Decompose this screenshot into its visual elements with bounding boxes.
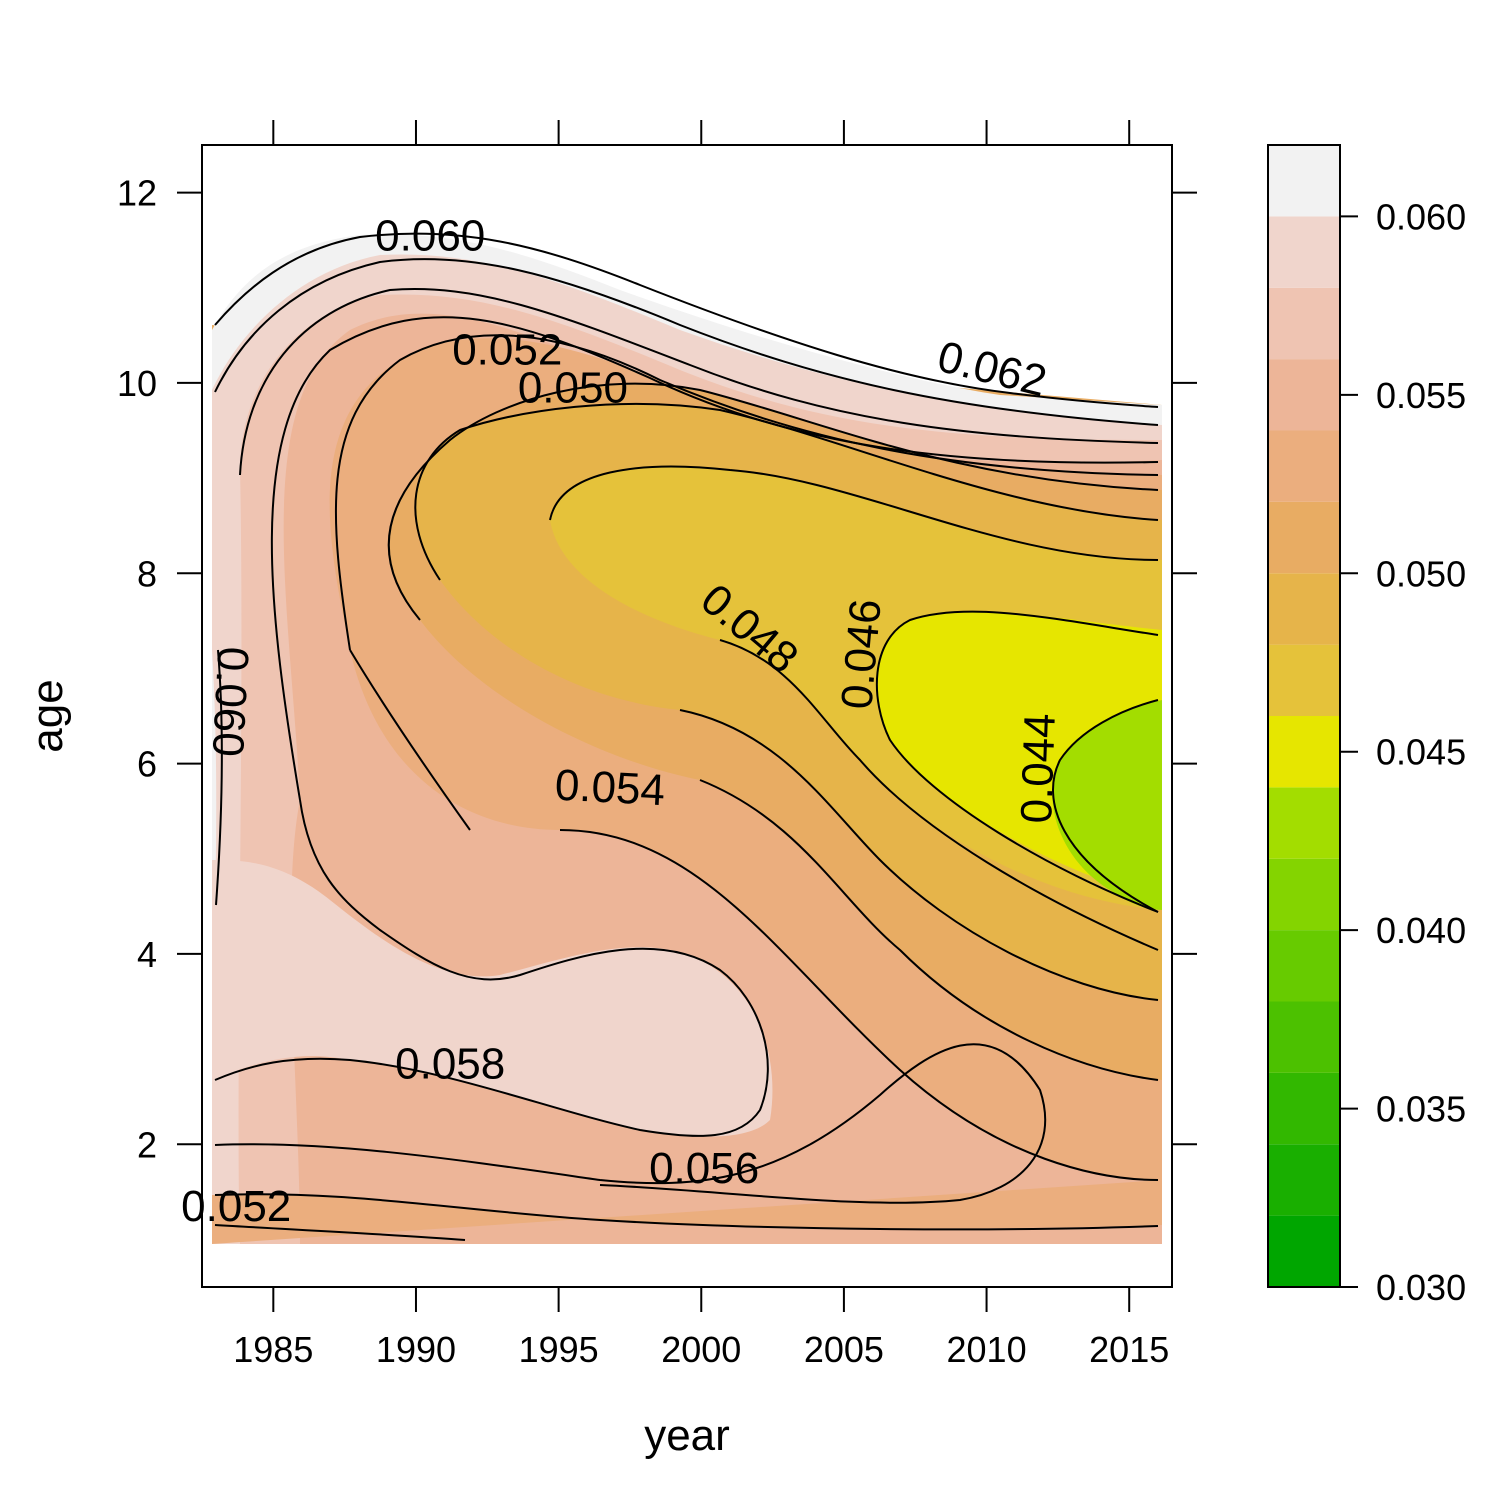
colorkey-band bbox=[1268, 1001, 1340, 1073]
contour-line bbox=[719, 639, 1159, 951]
colorkey-tick-label: 0.035 bbox=[1376, 1089, 1466, 1130]
contour-label: 0.044 bbox=[1012, 712, 1065, 824]
colorkey-band bbox=[1268, 1144, 1340, 1216]
chart-overlay: 1985 1990 1995 2000 2005 2010 2015 2 4 6 8 10 12 0.06… bbox=[117, 120, 1466, 1370]
contour-line bbox=[214, 1224, 466, 1241]
colorkey-band bbox=[1268, 930, 1340, 1002]
colorkey-band bbox=[1268, 716, 1340, 788]
y-tick-label: 10 bbox=[117, 363, 157, 404]
y-tick-label: 2 bbox=[137, 1124, 157, 1165]
y-tick-label: 8 bbox=[137, 553, 157, 594]
contour-line bbox=[215, 649, 223, 906]
x-tick-label: 2010 bbox=[947, 1329, 1027, 1370]
contour-line bbox=[270, 316, 1159, 801]
colorkey-band bbox=[1268, 858, 1340, 931]
x-tick-label: 1990 bbox=[376, 1329, 456, 1370]
x-tick-label: 1995 bbox=[519, 1329, 599, 1370]
contour-label: 0.046 bbox=[832, 597, 890, 711]
colorkey-band bbox=[1268, 573, 1340, 645]
contour-line bbox=[875, 610, 1159, 913]
y-tick-label: 6 bbox=[137, 744, 157, 785]
x-tick-label: 2005 bbox=[804, 1329, 884, 1370]
contour-label: 0.056 bbox=[649, 1144, 759, 1193]
contour-line bbox=[349, 649, 471, 831]
panel-frame bbox=[201, 144, 1173, 1288]
contour-line bbox=[699, 779, 1159, 1081]
x-axis-title: year bbox=[644, 1411, 730, 1460]
colorkey-band bbox=[1268, 501, 1340, 574]
colorkey-tick-label: 0.060 bbox=[1376, 196, 1466, 237]
colorkey-tick-label: 0.055 bbox=[1376, 375, 1466, 416]
colorkey-band bbox=[1268, 1215, 1340, 1287]
contour-line bbox=[1052, 699, 1159, 913]
colorkey-tick-label: 0.040 bbox=[1376, 910, 1466, 951]
contour-line bbox=[559, 829, 1159, 1181]
contour-fill bbox=[212, 145, 1162, 1244]
y-axis-title: age bbox=[23, 679, 72, 752]
contour-label: 0.052 bbox=[181, 1182, 291, 1231]
contour-label: 0.058 bbox=[395, 1039, 505, 1088]
contour-line bbox=[334, 334, 1159, 651]
contour-label: 0.054 bbox=[554, 761, 667, 816]
contour-label: 0.050 bbox=[518, 364, 628, 413]
colorkey-tick-label: 0.050 bbox=[1376, 553, 1466, 594]
contour-line bbox=[414, 402, 1159, 581]
colorkey-band bbox=[1268, 430, 1340, 502]
region-lower-left bbox=[212, 860, 773, 1137]
colorkey-tick-label: 0.030 bbox=[1376, 1267, 1466, 1308]
region-left-strip bbox=[212, 650, 217, 900]
contour-line bbox=[549, 465, 1159, 561]
contour-line bbox=[387, 382, 1159, 621]
contour-label: 0.052 bbox=[452, 326, 562, 375]
x-tick-label: 1985 bbox=[233, 1329, 313, 1370]
x-tick-label: 2015 bbox=[1089, 1329, 1169, 1370]
x-tick-label: 2000 bbox=[661, 1329, 741, 1370]
colorkey-band bbox=[1268, 1072, 1340, 1145]
y-tick-label: 12 bbox=[117, 173, 157, 214]
region-042 bbox=[1052, 700, 1162, 910]
colorkey-band bbox=[1268, 287, 1340, 360]
contour-line bbox=[679, 709, 1159, 1001]
colorkey-band bbox=[1268, 787, 1340, 859]
contour-line bbox=[214, 799, 769, 1137]
contour-line bbox=[239, 288, 1159, 476]
colorkey-frame bbox=[1267, 144, 1341, 1288]
colorkey-band bbox=[1268, 359, 1340, 431]
contour-line bbox=[214, 258, 1159, 426]
y-tick-label: 4 bbox=[137, 934, 157, 975]
contour-line bbox=[214, 1193, 1159, 1231]
contour-lines bbox=[214, 232, 1159, 1241]
colorkey-band bbox=[1268, 145, 1340, 217]
colorkey-tick-label: 0.045 bbox=[1376, 732, 1466, 773]
colorkey-band bbox=[1268, 216, 1340, 288]
contour-line bbox=[214, 1043, 1047, 1204]
contour-line bbox=[214, 232, 1159, 408]
colorkey-band bbox=[1268, 644, 1340, 716]
contour-label: 0.060 bbox=[375, 211, 485, 260]
contour-label: 0.060 bbox=[203, 645, 258, 758]
